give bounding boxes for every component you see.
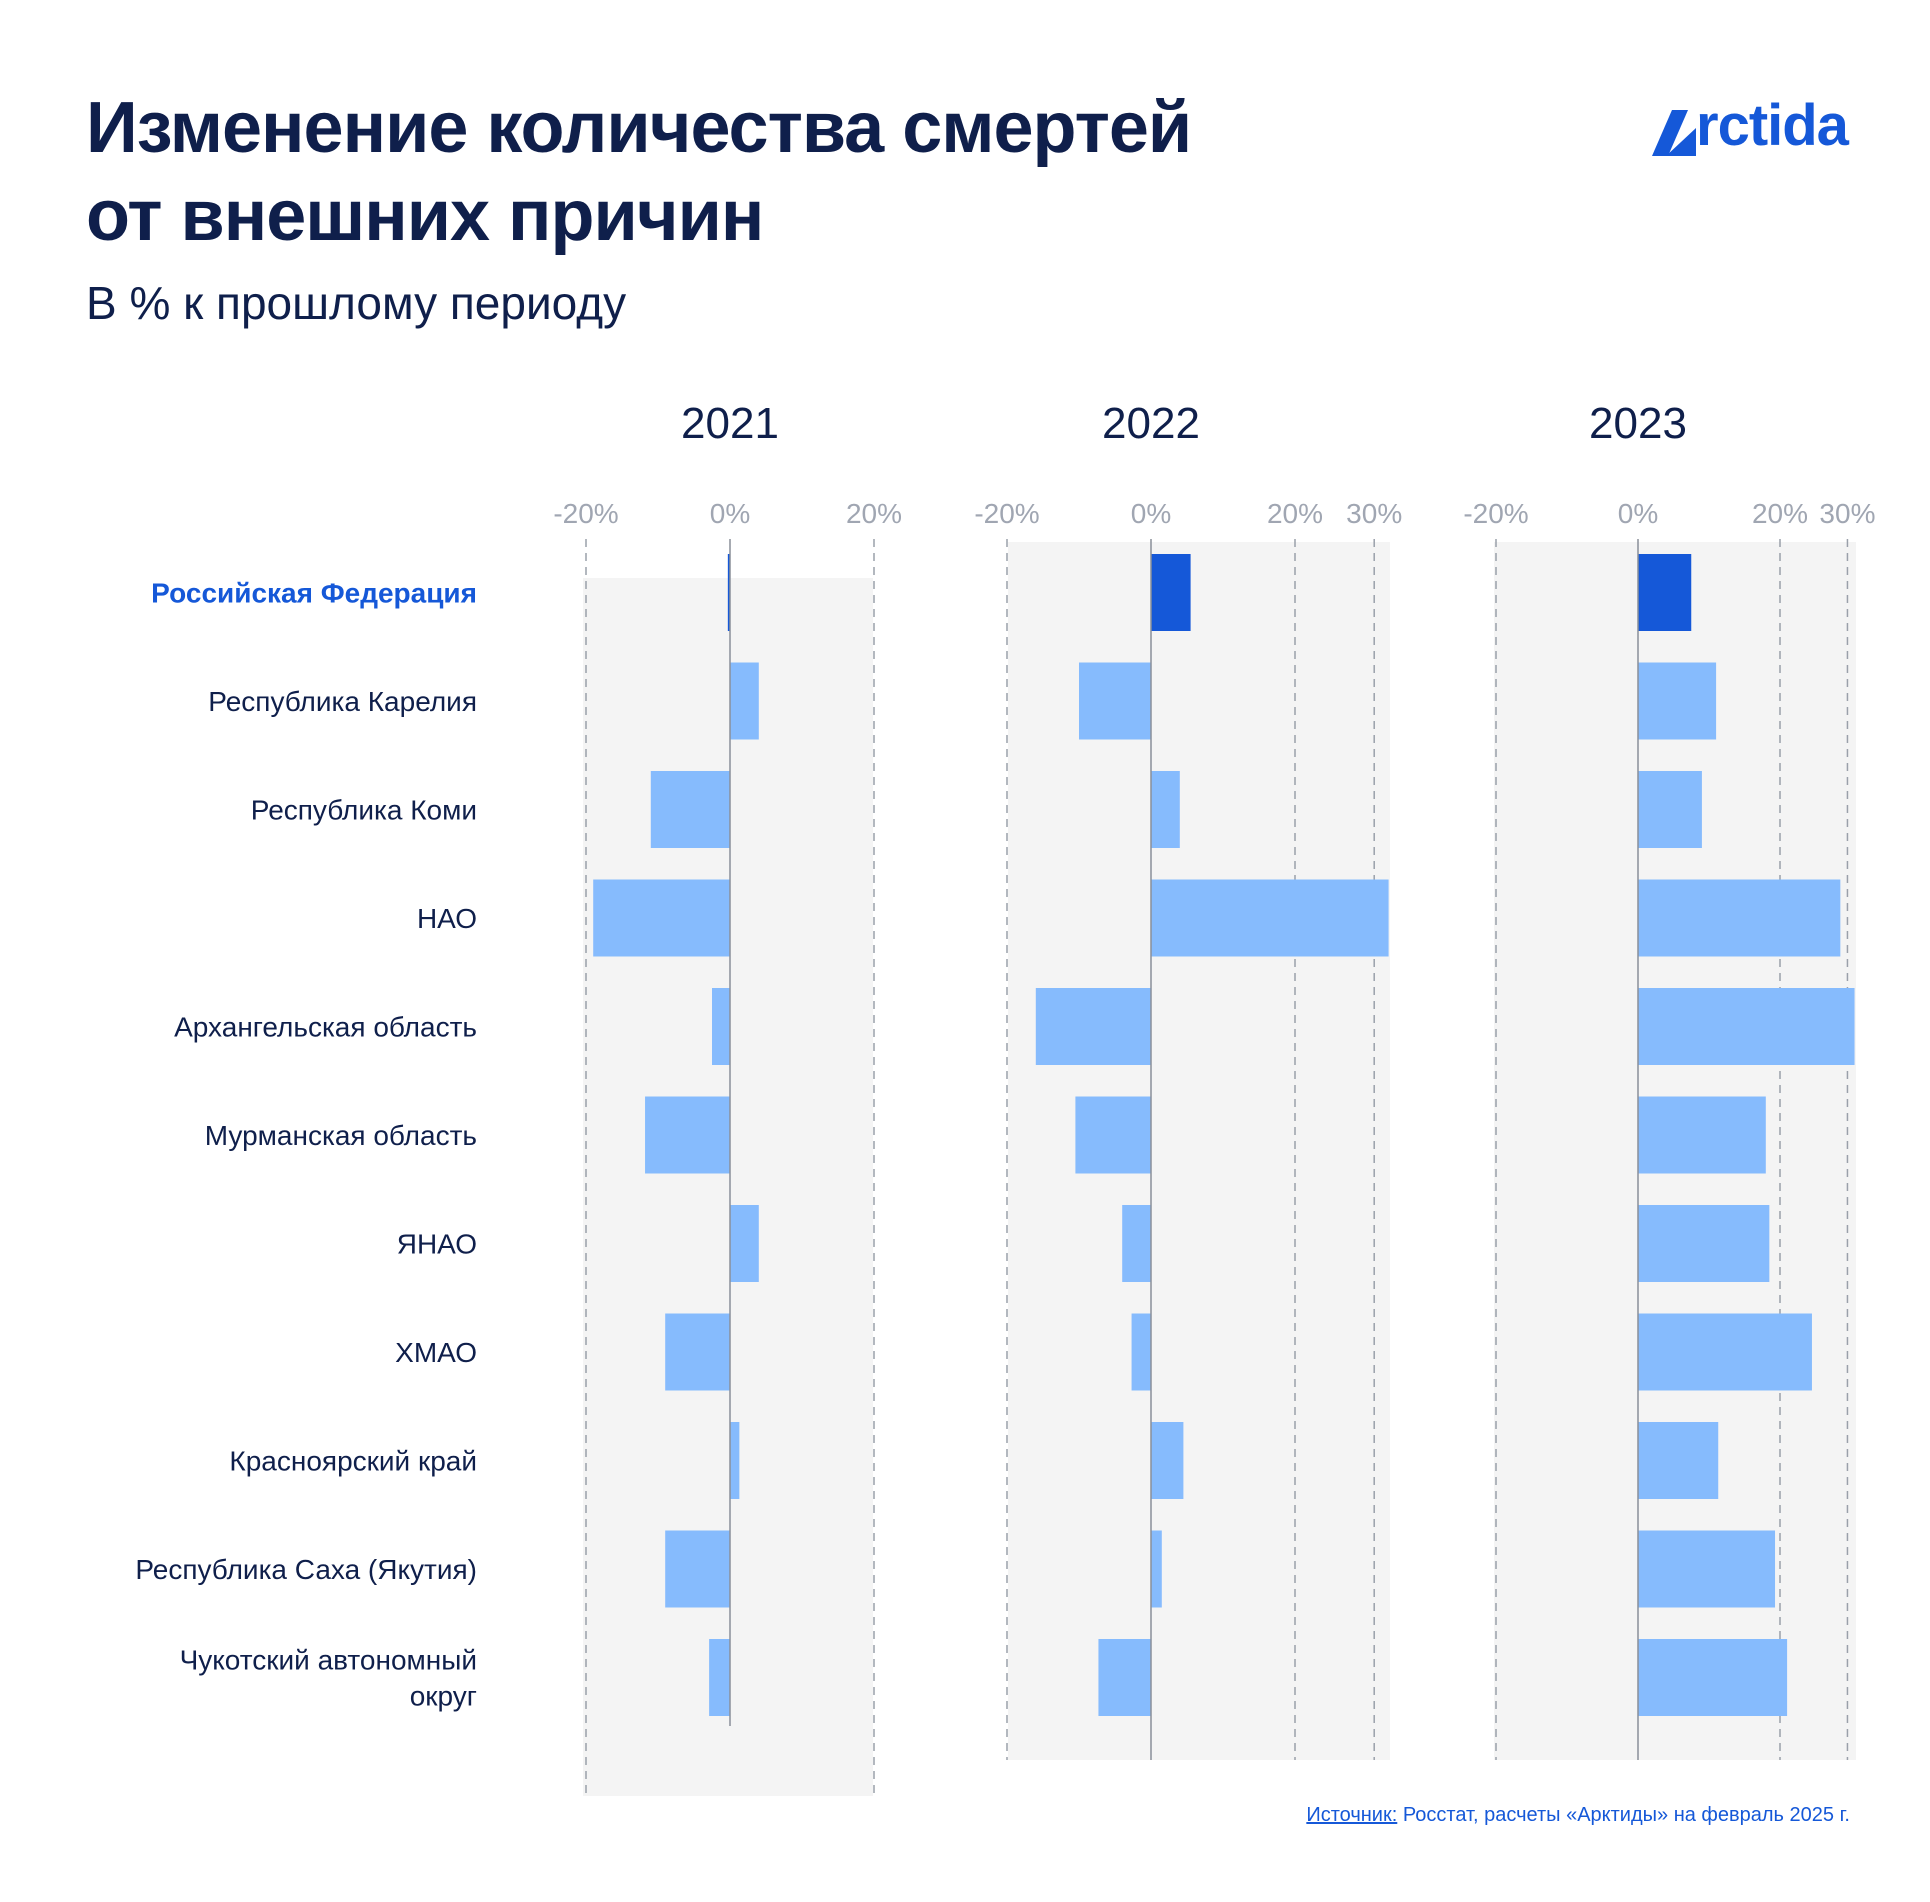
bar	[730, 1422, 740, 1499]
logo-text: rctida	[1696, 93, 1849, 158]
title-line-1: Изменение количества смертей	[86, 88, 1192, 168]
panel-background-2021	[583, 578, 873, 1796]
bar	[1638, 1639, 1788, 1716]
bar	[1151, 1530, 1162, 1608]
category-label: Республика Саха (Якутия)	[135, 1554, 477, 1585]
panel-title-2023: 2023	[1589, 399, 1687, 448]
bar	[1638, 879, 1841, 957]
bar	[665, 1530, 730, 1608]
bar	[1075, 1096, 1151, 1174]
chart-subtitle: В % к прошлому периоду	[86, 277, 627, 329]
bar	[650, 771, 730, 848]
arctida-logo: rctida	[1652, 93, 1849, 158]
category-label: Красноярский край	[229, 1446, 477, 1477]
bar	[593, 879, 730, 957]
tick-label: 30%	[1346, 498, 1402, 529]
tick-label: 20%	[1267, 498, 1323, 529]
category-label: Российская Федерация	[151, 578, 477, 609]
panel-title-2022: 2022	[1102, 399, 1200, 448]
bar	[1638, 662, 1717, 740]
bar	[730, 662, 759, 740]
panel-background-2022	[1008, 542, 1390, 1760]
bar	[1151, 554, 1191, 631]
category-label: Республика Карелия	[208, 686, 477, 717]
bar	[1079, 662, 1151, 740]
category-label: Мурманская область	[205, 1120, 477, 1151]
bar	[1098, 1639, 1151, 1716]
category-label: ХМАО	[395, 1337, 477, 1368]
category-label: Республика Коми	[251, 795, 477, 826]
source-note: Источник: Росстат, расчеты «Арктиды» на …	[1306, 1804, 1850, 1827]
source-text: Росстат, расчеты «Арктиды» на февраль 20…	[1397, 1804, 1850, 1826]
category-label: Архангельская область	[174, 1012, 477, 1043]
bar	[1035, 988, 1151, 1065]
tick-label: 0%	[710, 498, 750, 529]
title-line-2: от внешних причин	[86, 176, 764, 256]
bar	[665, 1313, 730, 1391]
tick-label: 0%	[1618, 498, 1658, 529]
category-label: ЯНАО	[397, 1229, 477, 1260]
bar	[1638, 1096, 1766, 1174]
bar	[712, 988, 730, 1065]
tick-label: -20%	[1463, 498, 1528, 529]
bar	[709, 1639, 730, 1716]
bar	[1638, 988, 1855, 1065]
category-label: НАО	[417, 903, 477, 934]
bar	[1638, 554, 1692, 631]
chart-title: Изменение количества смертей от внешних …	[86, 84, 1192, 260]
category-label: Чукотский автономный округ	[180, 1645, 477, 1712]
tick-label: -20%	[974, 498, 1039, 529]
tick-label: 0%	[1131, 498, 1171, 529]
bar	[1122, 1205, 1151, 1282]
bar	[727, 554, 730, 631]
bar	[1638, 1313, 1812, 1391]
bar	[645, 1096, 730, 1174]
bar	[730, 1205, 759, 1282]
tick-label: 30%	[1819, 498, 1875, 529]
bar	[1638, 1422, 1719, 1499]
bar	[1151, 1422, 1184, 1499]
bar	[1131, 1313, 1151, 1391]
bar	[1638, 1530, 1776, 1608]
logo-a-icon	[1652, 110, 1696, 156]
bar	[1151, 879, 1389, 957]
bar	[1638, 771, 1702, 848]
panel-title-2021: 2021	[681, 399, 779, 448]
bar	[1151, 771, 1180, 848]
tick-label: 20%	[846, 498, 902, 529]
bar	[1638, 1205, 1770, 1282]
tick-label: 20%	[1752, 498, 1808, 529]
tick-label: -20%	[553, 498, 618, 529]
source-link[interactable]: Источник:	[1306, 1804, 1398, 1826]
